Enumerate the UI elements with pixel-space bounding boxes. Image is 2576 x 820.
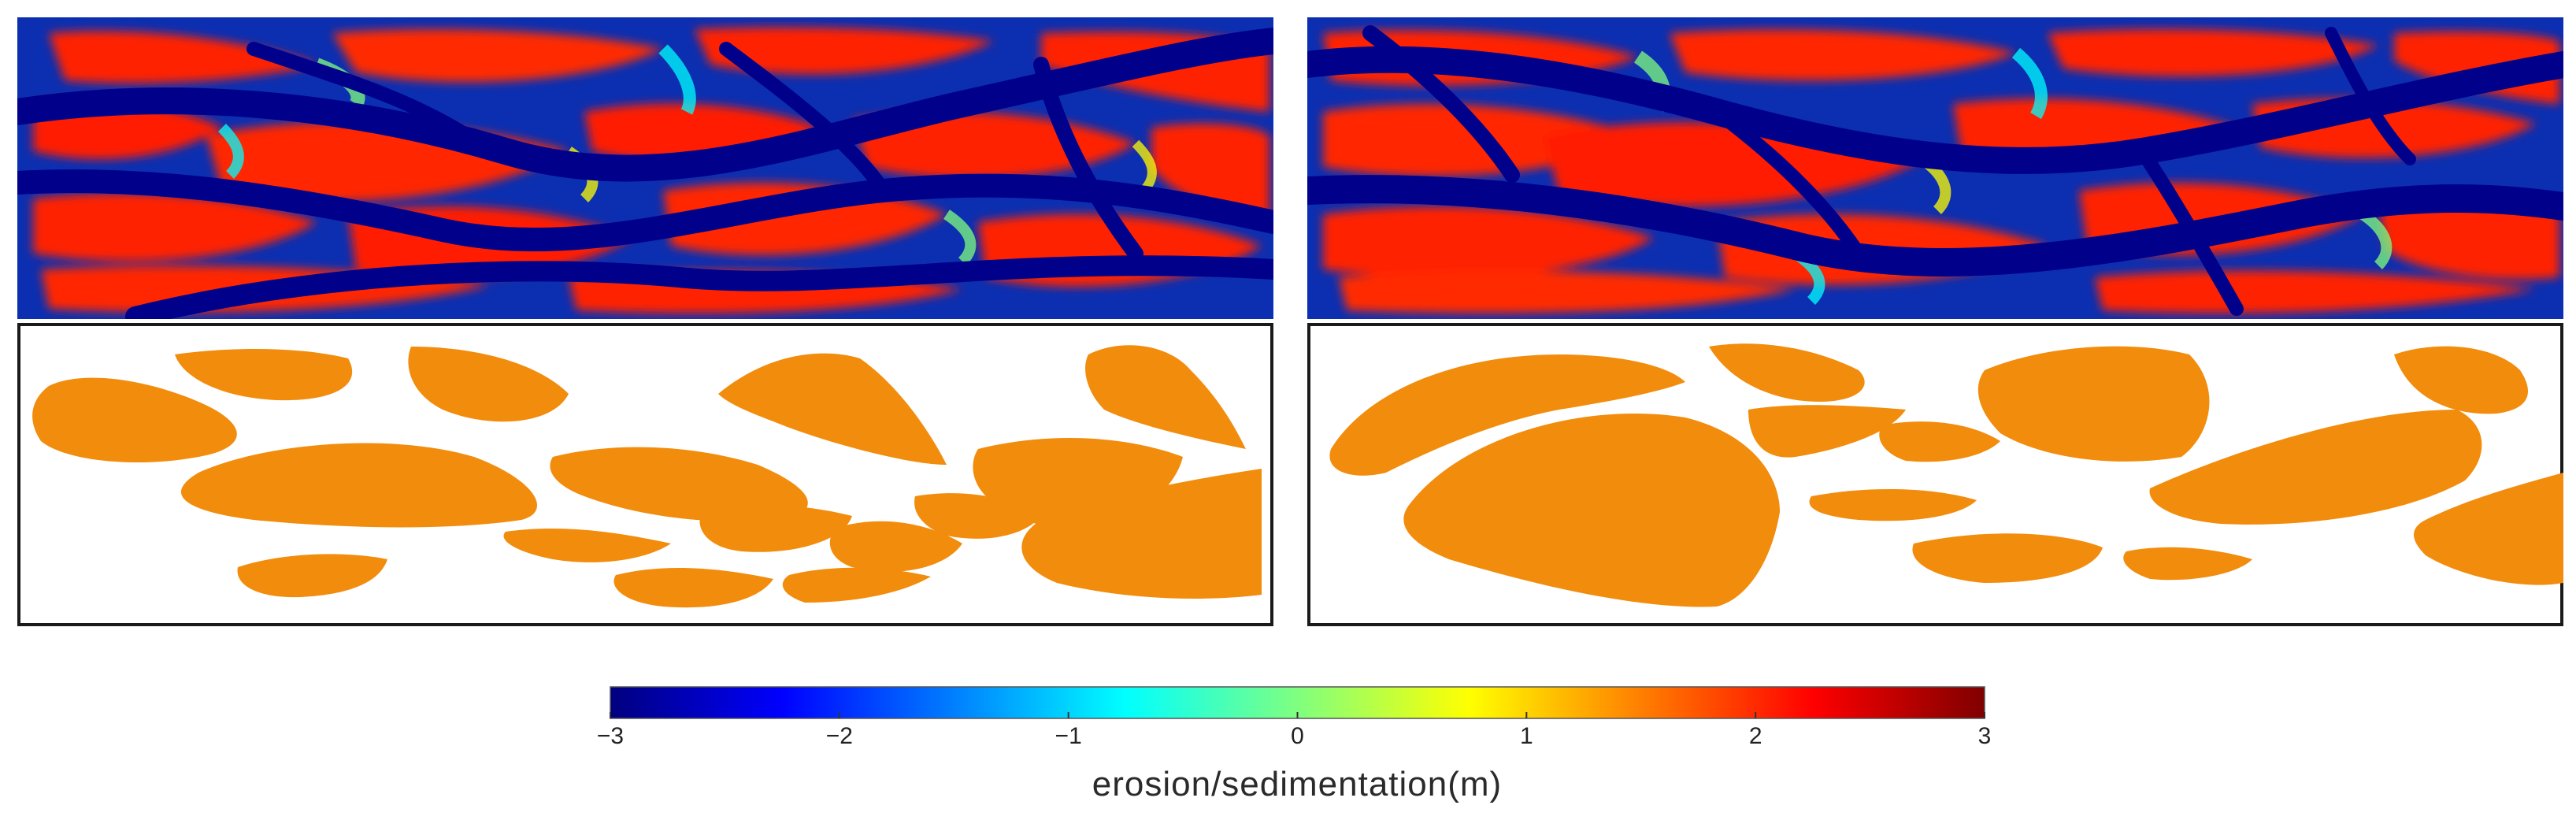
left-bar-map xyxy=(17,323,1273,626)
channels xyxy=(1307,25,2563,316)
bar-shapes xyxy=(1329,343,2563,607)
colorbar-tick-label: −2 xyxy=(826,723,853,749)
bar-shapes xyxy=(32,345,1262,608)
colorbar-label: erosion/sedimentation(m) xyxy=(1092,765,1502,803)
colorbar-tick-label: 1 xyxy=(1520,723,1533,749)
right-bar-map xyxy=(1307,323,2563,626)
colorbar-tick-label: 0 xyxy=(1291,723,1304,749)
colorbar-gradient xyxy=(610,686,1985,719)
colorbar-tick-label: 2 xyxy=(1749,723,1762,749)
left-erosion-map xyxy=(17,17,1273,319)
colorbar-ticks: −3 −2 −1 0 1 2 3 xyxy=(597,712,1991,749)
right-erosion-map xyxy=(1307,17,2563,319)
colorbar-tick-label: −3 xyxy=(597,723,624,749)
colorbar-tick-label: −1 xyxy=(1055,723,1082,749)
colorbar-tick-label: 3 xyxy=(1978,723,1992,749)
channels xyxy=(17,28,1273,319)
